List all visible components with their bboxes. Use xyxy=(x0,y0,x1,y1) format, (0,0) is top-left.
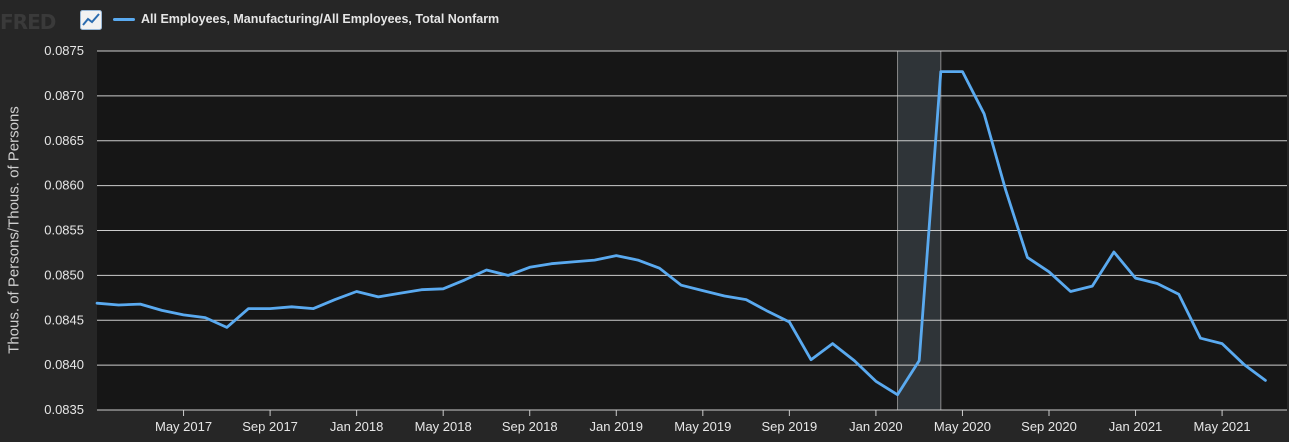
series-line xyxy=(95,70,1267,397)
chart-line-icon xyxy=(80,10,102,35)
y-tick-label: 0.0865 xyxy=(44,133,84,148)
x-tick-label: Sep 2018 xyxy=(502,419,558,434)
x-tick-label: Sep 2019 xyxy=(762,419,818,434)
y-tick-label: 0.0845 xyxy=(44,312,84,327)
x-tick-label: Jan 2018 xyxy=(330,419,384,434)
x-tick-label: May 2019 xyxy=(674,419,731,434)
y-tick-label: 0.0835 xyxy=(44,402,84,417)
legend-swatch xyxy=(113,17,135,21)
x-tick-label: May 2017 xyxy=(155,419,212,434)
x-tick-label: Sep 2017 xyxy=(242,419,298,434)
fred-logo: FRED xyxy=(0,10,56,34)
y-tick-label: 0.0840 xyxy=(44,357,84,372)
legend-label: All Employees, Manufacturing/All Employe… xyxy=(141,12,500,26)
x-tick-label: May 2020 xyxy=(934,419,991,434)
x-tick-label: Jan 2021 xyxy=(1109,419,1163,434)
y-tick-label: 0.0855 xyxy=(44,223,84,238)
legend: All Employees, Manufacturing/All Employe… xyxy=(113,12,499,26)
x-tick-label: May 2018 xyxy=(415,419,472,434)
y-tick-label: 0.0860 xyxy=(44,178,84,193)
y-tick-label: 0.0870 xyxy=(44,88,84,103)
x-tick-label: Jan 2019 xyxy=(590,419,644,434)
y-tick-label: 0.0875 xyxy=(44,43,84,58)
x-tick-label: Jan 2020 xyxy=(849,419,903,434)
x-tick-label: May 2021 xyxy=(1194,419,1251,434)
x-tick-label: Sep 2020 xyxy=(1021,419,1077,434)
y-tick-label: 0.0850 xyxy=(44,267,84,282)
